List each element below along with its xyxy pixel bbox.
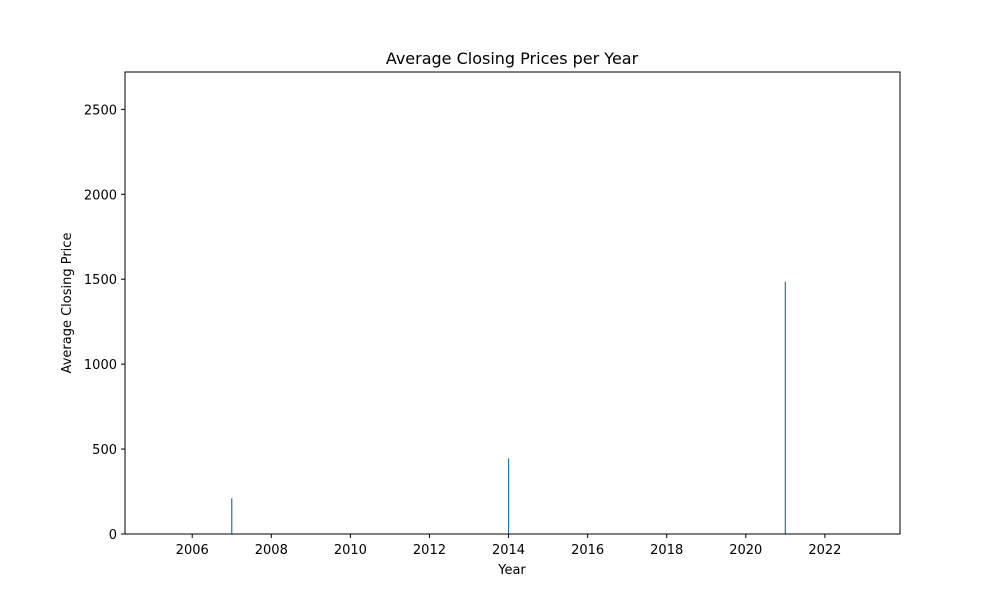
- y-tick-label: 1000: [84, 358, 117, 373]
- bar-2021: [784, 281, 786, 534]
- y-tick-label: 2500: [84, 103, 117, 118]
- plot-area-frame: [124, 71, 901, 535]
- y-tick-label: 500: [92, 443, 117, 458]
- x-tick-label: 2018: [650, 543, 683, 558]
- x-axis-label: Year: [497, 563, 526, 578]
- x-tick-label: 2006: [176, 543, 209, 558]
- bars-group: [231, 281, 786, 534]
- y-axis-label: Average Closing Price: [60, 233, 75, 374]
- x-tick-label: 2020: [729, 543, 762, 558]
- x-axis-ticks: 2006 2008 2010 2012 2014 2016 2018 2020 2022: [176, 534, 841, 558]
- x-tick-label: 2012: [413, 543, 446, 558]
- y-tick-label: 2000: [84, 188, 117, 203]
- x-tick-label: 2008: [255, 543, 288, 558]
- y-axis-ticks: 0 500 1000 1500 2000 2500: [84, 103, 125, 543]
- x-tick-label: 2014: [492, 543, 525, 558]
- y-tick-label: 1500: [84, 273, 117, 288]
- bar-2007: [231, 498, 233, 534]
- x-tick-label: 2022: [808, 543, 841, 558]
- chart-title: Average Closing Prices per Year: [386, 49, 639, 68]
- bar-2014: [507, 458, 510, 534]
- y-tick-label: 0: [109, 528, 117, 543]
- x-tick-label: 2010: [334, 543, 367, 558]
- x-tick-label: 2016: [571, 543, 604, 558]
